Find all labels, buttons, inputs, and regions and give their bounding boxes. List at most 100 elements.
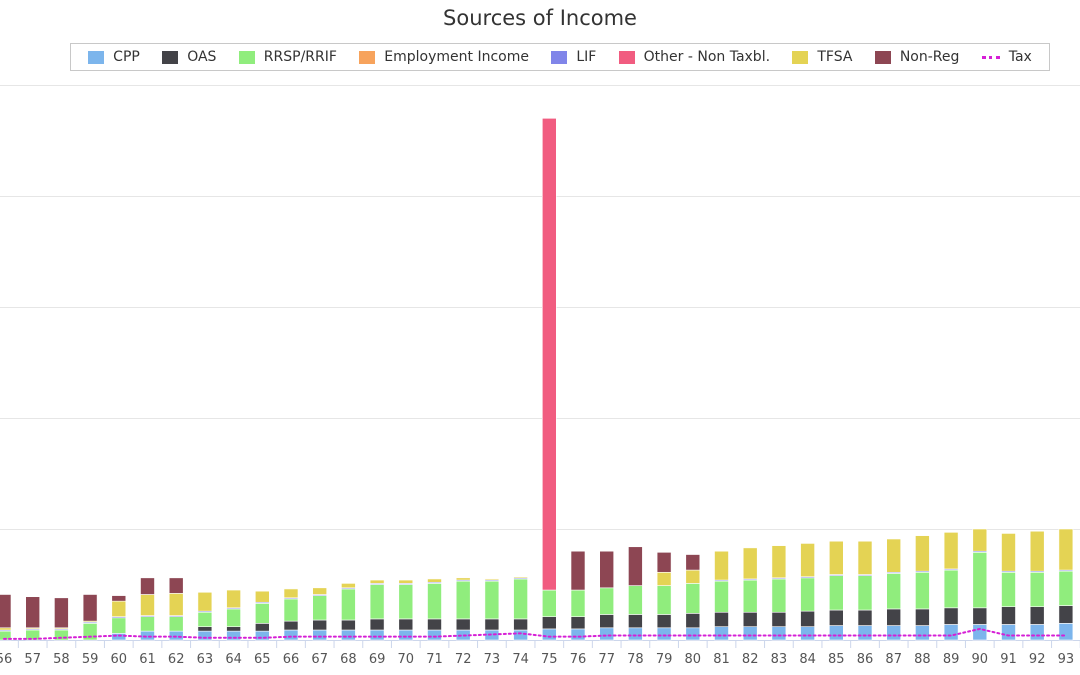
bar-rrsp-rrif-70 (398, 584, 414, 620)
bar-non-reg-76 (570, 550, 586, 591)
bar-rrsp-rrif-75 (541, 589, 557, 617)
bar-oas-89 (943, 607, 959, 625)
bar-rrsp-rrif-76 (570, 589, 586, 617)
bar-rrsp-rrif-63 (197, 611, 213, 627)
x-tick-label: 67 (311, 652, 328, 667)
bar-rrsp-rrif-72 (455, 580, 471, 620)
bar-rrsp-rrif-68 (341, 588, 356, 621)
bar-cpp-84 (800, 626, 815, 641)
x-tick-label: 56 (0, 652, 12, 667)
bar-oas-72 (455, 618, 471, 631)
x-tick-label: 82 (742, 652, 759, 667)
bar-oas-82 (742, 611, 758, 627)
bar-tfsa-68 (341, 583, 356, 589)
bar-rrsp-rrif-82 (742, 579, 758, 613)
bar-rrsp-rrif-62 (168, 616, 184, 632)
x-tick-label: 85 (828, 652, 845, 667)
legend-label: Non-Reg (899, 49, 960, 65)
bar-cpp-62 (168, 630, 184, 641)
legend-label: Other - Non Taxbl. (643, 49, 771, 65)
bar-rrsp-rrif-69 (369, 584, 385, 620)
bar-tfsa-92 (1029, 530, 1045, 572)
x-tick-label: 60 (111, 652, 128, 667)
x-tick-label: 66 (283, 652, 300, 667)
x-tick-label: 78 (627, 652, 644, 667)
bar-cpp-90 (972, 624, 988, 641)
bar-oas-66 (283, 620, 299, 631)
bar-oas-65 (255, 623, 270, 632)
bar-rrsp-rrif-80 (685, 583, 701, 614)
bar-cpp-85 (828, 625, 844, 641)
bar-tfsa-79 (656, 571, 672, 586)
bar-tfsa-91 (1001, 533, 1016, 572)
x-tick-label: 81 (713, 652, 730, 667)
bar-oas-84 (800, 610, 815, 627)
bar-rrsp-rrif-83 (771, 578, 787, 613)
x-tick-label: 77 (598, 652, 615, 667)
bar-rrsp-rrif-79 (656, 585, 672, 615)
legend-label: CPP (113, 49, 140, 65)
x-tick-label: 69 (369, 652, 386, 667)
bar-rrsp-rrif-60 (111, 617, 127, 634)
legend-item-tfsa[interactable]: TFSA (792, 49, 852, 65)
bar-tfsa-63 (197, 591, 213, 612)
legend-item-lif[interactable]: LIF (551, 49, 596, 65)
bar-non-reg-58 (54, 597, 69, 629)
bar-cpp-87 (886, 625, 902, 641)
bar-cpp-88 (915, 625, 930, 641)
bar-rrsp-rrif-73 (484, 580, 500, 620)
bar-tfsa-80 (685, 569, 701, 584)
bar-tfsa-90 (972, 528, 988, 552)
x-tick-label: 80 (685, 652, 702, 667)
legend-item-employment-income[interactable]: Employment Income (359, 49, 529, 65)
bar-rrsp-rrif-89 (943, 569, 959, 609)
legend-item-oas[interactable]: OAS (162, 49, 216, 65)
bar-cpp-86 (857, 625, 873, 641)
legend-label: LIF (576, 49, 597, 65)
bar-oas-81 (714, 611, 729, 627)
legend-item-rrsp-rrif[interactable]: RRSP/RRIF (238, 49, 337, 65)
bar-tfsa-74 (513, 576, 528, 579)
legend-item-tax[interactable]: Tax (981, 49, 1032, 65)
bar-tfsa-64 (226, 589, 241, 609)
bar-cpp-73 (484, 629, 500, 641)
bar-cpp-79 (656, 627, 672, 641)
bar-cpp-81 (714, 626, 729, 641)
bar-oas-87 (886, 608, 902, 626)
legend-item-other-non-taxbl[interactable]: Other - Non Taxbl. (618, 49, 771, 65)
bar-oas-92 (1029, 606, 1045, 625)
bar-oas-83 (771, 611, 787, 627)
bar-oas-75 (541, 616, 557, 630)
bar-oas-78 (628, 614, 643, 629)
bar-rrsp-rrif-91 (1001, 571, 1016, 607)
bar-oas-70 (398, 618, 414, 631)
bar-rrsp-rrif-86 (857, 575, 873, 611)
bar-rrsp-rrif-87 (886, 573, 902, 610)
x-tick-label: 70 (398, 652, 415, 667)
bar-cpp-74 (513, 629, 528, 641)
x-tick-label: 72 (455, 652, 472, 667)
bar-cpp-69 (369, 629, 385, 641)
bar-tfsa-69 (369, 579, 385, 584)
legend-item-cpp[interactable]: CPP (88, 49, 140, 65)
bar-non-reg-60 (111, 595, 127, 602)
bar-tfsa-82 (742, 547, 758, 580)
bar-cpp-82 (742, 626, 758, 641)
bar-rrsp-rrif-88 (915, 571, 930, 610)
bar-tfsa-93 (1058, 528, 1074, 571)
legend-swatch (238, 50, 255, 64)
bar-cpp-80 (685, 627, 701, 641)
bar-non-reg-57 (25, 596, 41, 629)
bar-tfsa-88 (915, 535, 930, 572)
legend-item-non-reg[interactable]: Non-Reg (874, 49, 960, 65)
x-tick-label: 68 (340, 652, 357, 667)
bar-oas-91 (1001, 606, 1016, 625)
bar-tfsa-72 (455, 577, 471, 581)
x-tick-label: 88 (914, 652, 931, 667)
legend-swatch (618, 50, 635, 64)
bar-rrsp-rrif-92 (1029, 571, 1045, 607)
bar-rrsp-rrif-93 (1058, 570, 1074, 606)
legend-label: TFSA (817, 49, 853, 65)
bar-tfsa-70 (398, 579, 414, 584)
